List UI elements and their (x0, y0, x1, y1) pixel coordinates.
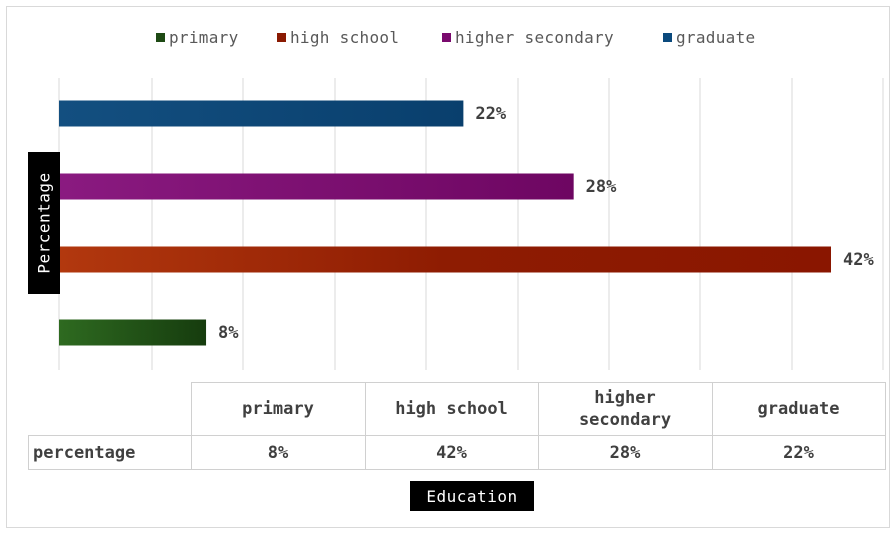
legend-label-graduate: graduate (676, 27, 756, 47)
legend-swatch-primary (156, 32, 165, 42)
data-table-value-row: percentage 8% 42% 28% 22% (28, 435, 886, 470)
legend-item-high-school: high school (277, 24, 399, 50)
data-table-header-row: primary high school higher secondary gra… (28, 382, 886, 436)
legend-label-primary: primary (169, 27, 239, 47)
legend-item-primary: primary (156, 24, 239, 50)
data-table-cell-high-school: 42% (364, 435, 539, 470)
data-table-cell-graduate: 22% (711, 435, 886, 470)
legend-swatch-higher-secondary (442, 32, 451, 42)
bar-label-primary: 8% (218, 322, 239, 343)
legend: primary high school higher secondary gra… (0, 24, 896, 50)
bar-primary (59, 319, 207, 346)
data-table-corner (28, 382, 192, 436)
legend-item-higher-secondary: higher secondary (442, 24, 614, 50)
bar-label-higher-secondary: 28% (585, 176, 617, 197)
data-table-header-graduate: graduate (711, 382, 886, 436)
bar-label-high-school: 42% (843, 249, 874, 270)
data-table-header-high-school: high school (364, 382, 539, 436)
bar-graduate (59, 100, 464, 127)
bar-high-school (59, 246, 831, 273)
y-axis-title-text: Percentage (34, 172, 54, 274)
bar-higher-secondary (59, 173, 574, 200)
data-table-cell-primary: 8% (190, 435, 366, 470)
data-table-row-label: percentage (28, 435, 192, 470)
data-table: primary high school higher secondary gra… (28, 382, 886, 470)
data-table-header-higher-secondary: higher secondary (537, 382, 713, 436)
x-axis-title: Education (410, 481, 534, 511)
data-table-cell-higher-secondary: 28% (537, 435, 713, 470)
x-axis-title-text: Education (426, 486, 518, 506)
legend-item-graduate: graduate (663, 24, 755, 50)
data-table-header-primary: primary (190, 382, 366, 436)
bar-label-graduate: 22% (475, 103, 507, 124)
legend-label-higher-secondary: higher secondary (455, 27, 614, 47)
y-axis-title: Percentage (28, 152, 60, 294)
legend-label-high-school: high school (290, 27, 400, 47)
legend-swatch-high-school (277, 32, 286, 42)
legend-swatch-graduate (663, 32, 672, 42)
